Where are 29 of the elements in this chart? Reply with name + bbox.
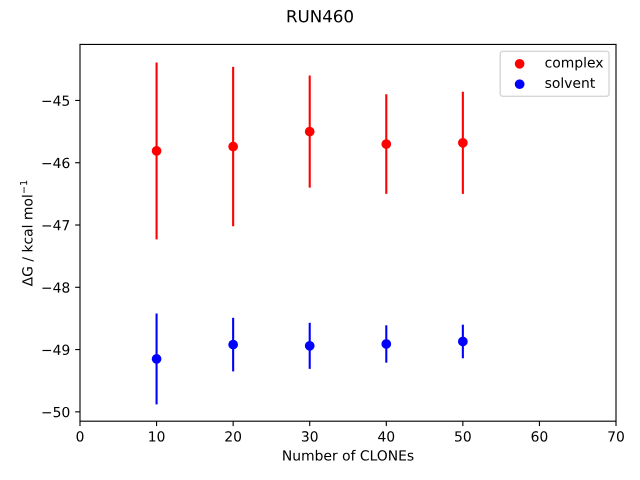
point: [458, 336, 468, 346]
legend-label: solvent: [545, 77, 595, 88]
x-tick-label: 20: [225, 431, 242, 442]
point: [152, 354, 162, 364]
point: [304, 126, 315, 136]
x-tick-label: 70: [608, 431, 624, 442]
y-tick-label: −48: [42, 282, 70, 293]
x-tick-label: 50: [455, 431, 471, 442]
y-tick-label: −50: [42, 406, 70, 418]
point: [458, 138, 468, 148]
point: [228, 142, 238, 152]
point: [304, 340, 315, 351]
x-tick-label: 30: [302, 431, 318, 442]
x-tick-label: 0: [76, 431, 84, 442]
point: [152, 146, 162, 156]
y-axis-title: ΔG / kcal mol$^{−1}$: [20, 180, 34, 286]
y-tick-label: −45: [42, 96, 70, 106]
chart-title: RUN460: [288, 10, 353, 22]
point: [381, 139, 392, 149]
x-axis-title: Number of CLONEs: [283, 450, 414, 461]
y-tick-label: −49: [42, 344, 70, 356]
x-tick-label: 60: [532, 431, 548, 442]
x-tick-label: 10: [149, 431, 164, 442]
y-tick-label: −46: [42, 158, 70, 168]
y-tick-label: −47: [42, 220, 70, 230]
x-tick-label: 40: [378, 431, 394, 442]
point: [381, 339, 392, 349]
legend-label: complex: [545, 56, 604, 70]
point: [228, 340, 238, 350]
